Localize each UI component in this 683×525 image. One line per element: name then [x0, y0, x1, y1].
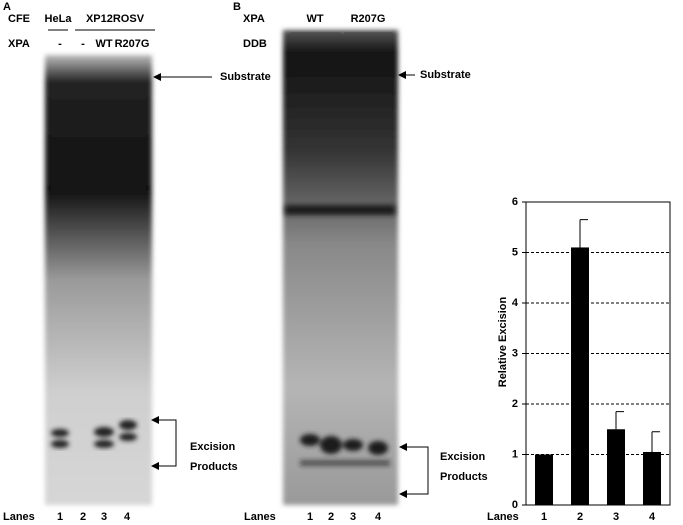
x-tick-label: 1: [541, 511, 547, 523]
error-bar: [579, 219, 588, 248]
bar: [535, 454, 553, 505]
gel-b: [283, 30, 398, 505]
lane-number: 4: [124, 511, 131, 523]
lane-number: 3: [101, 511, 107, 523]
group-label: HeLa: [45, 13, 73, 25]
error-bar: [615, 411, 624, 430]
row-label: XPA: [8, 38, 30, 50]
gel-a: [45, 55, 152, 505]
lane-number: 1: [307, 511, 313, 523]
group-label: XP12ROSV: [86, 13, 145, 25]
lane-number: 4: [375, 511, 382, 523]
plot-frame: [525, 201, 671, 506]
x-tick-label: 2: [577, 511, 583, 523]
y-tick-label: 2: [512, 398, 518, 410]
y-tick-label: 4: [512, 297, 519, 309]
lane-number: 1: [57, 511, 63, 523]
band-label: Products: [190, 461, 238, 473]
x-tick-label: 4: [649, 511, 656, 523]
lane-label: -: [81, 38, 85, 50]
row-label: CFE: [8, 13, 30, 25]
y-tick-label: 0: [512, 499, 518, 511]
bar: [571, 247, 589, 505]
group-label: R207G: [351, 13, 386, 25]
lane-number: 2: [328, 511, 334, 523]
y-axis-label: Relative Excision: [497, 296, 509, 387]
bar-chart: 0 1 2 3 4 5 6 1 2 3 4: [512, 196, 671, 523]
panel-letter: A: [3, 1, 11, 13]
row-label: XPA: [243, 13, 265, 25]
bar: [607, 429, 625, 505]
lane-number: 2: [80, 511, 86, 523]
y-tick-label: 3: [512, 347, 518, 359]
y-tick-label: 5: [512, 246, 518, 258]
group-label: WT: [306, 13, 323, 25]
bracket: [420, 446, 429, 495]
lane-label: R207G: [115, 38, 150, 50]
band-label: Substrate: [220, 71, 271, 83]
lanes-label: Lanes: [3, 511, 35, 523]
band-label: Excision: [190, 441, 236, 453]
band-label: Products: [440, 471, 488, 483]
x-axis-label: Lanes: [487, 511, 519, 523]
error-bar: [651, 431, 660, 452]
lane-label: -: [58, 38, 62, 50]
band-label: Substrate: [420, 69, 471, 81]
bar: [643, 451, 661, 505]
lane-label: WT: [95, 38, 112, 50]
x-tick-label: 3: [613, 511, 619, 523]
panel-letter: B: [233, 1, 241, 13]
lanes-label: Lanes: [244, 511, 276, 523]
lane-number: 3: [350, 511, 356, 523]
band-label: Excision: [440, 451, 486, 463]
y-tick-label: 1: [512, 448, 518, 460]
row-label: DDB: [243, 38, 267, 50]
bracket: [168, 419, 177, 467]
y-tick-label: 6: [512, 196, 518, 208]
